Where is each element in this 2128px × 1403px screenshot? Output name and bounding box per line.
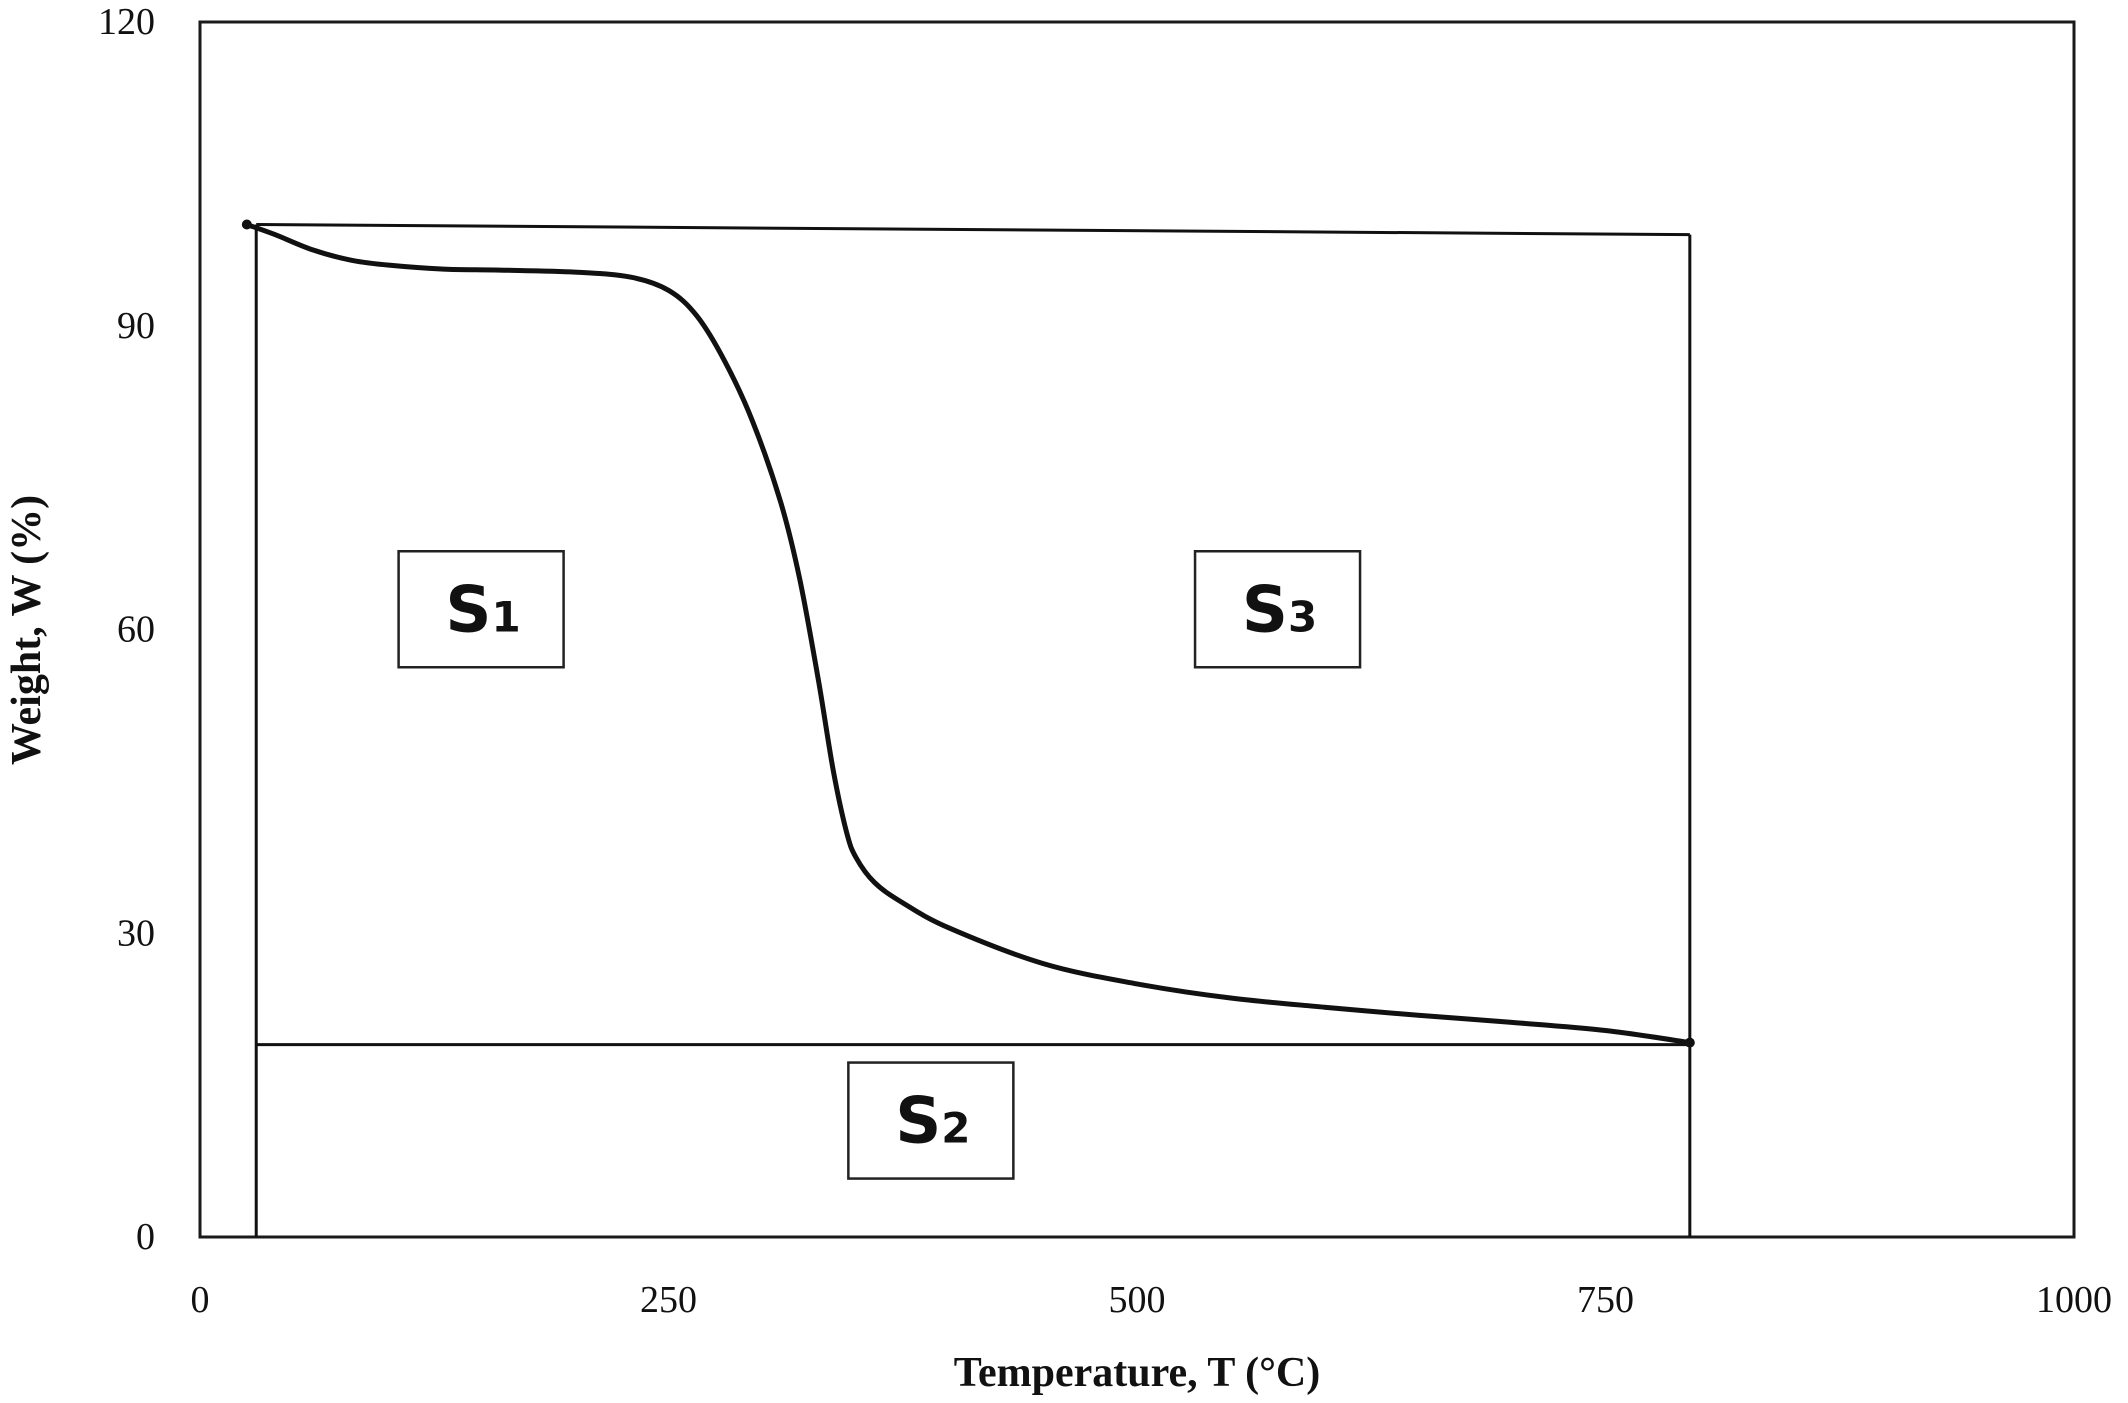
region-label-main: S: [895, 1085, 941, 1159]
region-label-s2: S2: [847, 1061, 1015, 1180]
y-tick-label: 30: [117, 912, 155, 954]
series-layer: [241, 219, 1695, 1048]
curve-end-point: [1684, 1037, 1695, 1048]
y-tick-label: 0: [136, 1216, 155, 1258]
x-tick-label: 0: [191, 1279, 210, 1321]
region-label-main: S: [1242, 573, 1288, 647]
y-axis-title: Weight, W (%): [4, 495, 50, 765]
region-label-box: [847, 1061, 1015, 1180]
region-label-text: S2: [895, 1085, 970, 1159]
x-tick-label: 500: [1109, 1279, 1166, 1321]
x-tick-label: 250: [640, 1279, 697, 1321]
reference-lines: [254, 223, 1692, 1237]
plot-area-border: [198, 20, 2076, 1239]
region-label-s3: S3: [1193, 550, 1362, 669]
curve-start-point: [241, 219, 252, 230]
region-label-text: S3: [1242, 573, 1317, 647]
weight-curve: [244, 222, 1693, 1046]
y-tick-label: 60: [117, 609, 155, 651]
x-axis-title: Temperature, T (°C): [954, 1350, 1320, 1396]
region-label-subscript: 1: [492, 592, 521, 641]
region-label-box: [1193, 550, 1362, 669]
region-label-s1: S1: [397, 550, 565, 669]
top-reference-line: [256, 223, 1690, 237]
x-tick-labels: 0 250 500 750 1000: [191, 1279, 2113, 1321]
region-label-subscript: 3: [1288, 592, 1317, 641]
y-tick-label: 90: [117, 305, 155, 347]
region-label-subscript: 2: [941, 1104, 970, 1153]
region-label-text: S1: [445, 573, 520, 647]
y-tick-label: 120: [98, 1, 155, 43]
x-tick-label: 750: [1577, 1279, 1634, 1321]
x-tick-label: 1000: [2036, 1279, 2112, 1321]
y-tick-labels: 0 30 60 90 120: [98, 1, 155, 1258]
region-label-box: [397, 550, 565, 669]
region-label-main: S: [445, 573, 491, 647]
